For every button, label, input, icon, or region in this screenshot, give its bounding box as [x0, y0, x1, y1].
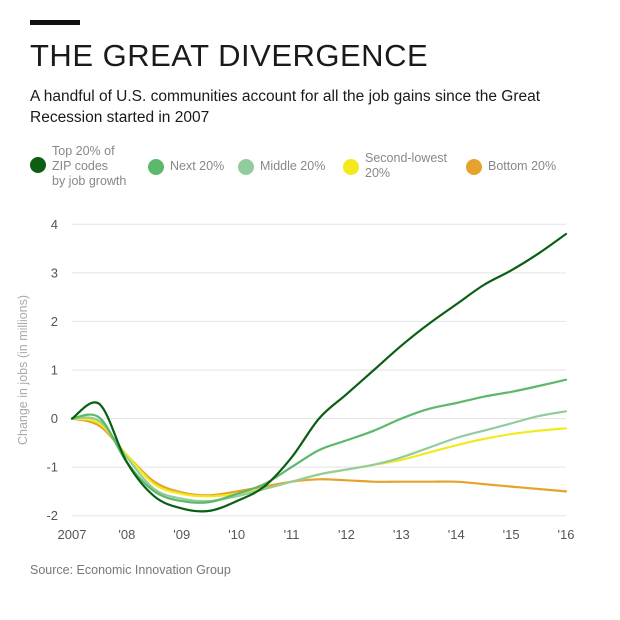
legend-label-next-20: Next 20% — [170, 159, 225, 173]
x-tick-label: '14 — [448, 527, 465, 542]
legend-swatch-middle-20 — [238, 159, 254, 175]
legend-label-bottom-20: Bottom 20% — [488, 159, 557, 173]
y-tick-label: 1 — [51, 363, 58, 378]
x-tick-label: '09 — [173, 527, 190, 542]
y-tick-label: -2 — [46, 508, 58, 523]
y-tick-label: -1 — [46, 460, 58, 475]
x-tick-label: '10 — [228, 527, 245, 542]
legend-item-next-20: Next 20% — [148, 159, 224, 175]
x-tick-label: '15 — [503, 527, 520, 542]
y-tick-label: 4 — [51, 217, 58, 232]
source-note: Source: Economic Innovation Group — [30, 563, 231, 577]
series-top-20-line — [70, 232, 568, 513]
legend-item-bottom-20: Bottom 20% — [466, 159, 556, 175]
chart-title: THE GREAT DIVERGENCE — [30, 38, 429, 73]
legend-swatch-bottom-20 — [466, 159, 482, 175]
legend-label-middle-20: Middle 20% — [260, 159, 326, 173]
line-chart: -2 -1 0 1 2 3 4 2007 '08 '09 '10 '11 '12 '13 '14 '15 '16… — [16, 217, 575, 542]
legend-item-top-20: Top 20% of ZIP codes by job growth — [30, 144, 126, 189]
series-middle-20-line — [70, 410, 568, 503]
y-axis-label: Change in jobs (in millions) — [16, 295, 30, 445]
x-tick-label: '08 — [118, 527, 135, 542]
series-next-20-line — [70, 378, 568, 504]
x-tick-label: '16 — [558, 527, 575, 542]
y-tick-label: 0 — [51, 411, 58, 426]
series-bottom-20-line — [70, 417, 568, 497]
x-tick-label: '13 — [393, 527, 410, 542]
x-tick-label: '12 — [338, 527, 355, 542]
legend-label-top-20: Top 20% of ZIP codes by job growth — [52, 144, 127, 188]
legend-item-second-lowest-20: Second-lowest 20% — [343, 151, 447, 181]
x-tick-label: '11 — [284, 527, 300, 542]
legend-item-middle-20: Middle 20% — [238, 159, 325, 175]
x-tick-label: 2007 — [58, 527, 87, 542]
chart-subtitle: A handful of U.S. communities account fo… — [30, 88, 541, 126]
y-tick-label: 3 — [51, 265, 58, 280]
legend-label-second-lowest-20: Second-lowest 20% — [365, 151, 447, 180]
legend-swatch-second-lowest-20 — [343, 159, 359, 175]
legend-swatch-next-20 — [148, 159, 164, 175]
legend: Top 20% of ZIP codes by job growth Next … — [30, 144, 600, 194]
y-tick-label: 2 — [51, 314, 58, 329]
legend-swatch-top-20 — [30, 157, 46, 173]
title-rule — [30, 20, 80, 25]
